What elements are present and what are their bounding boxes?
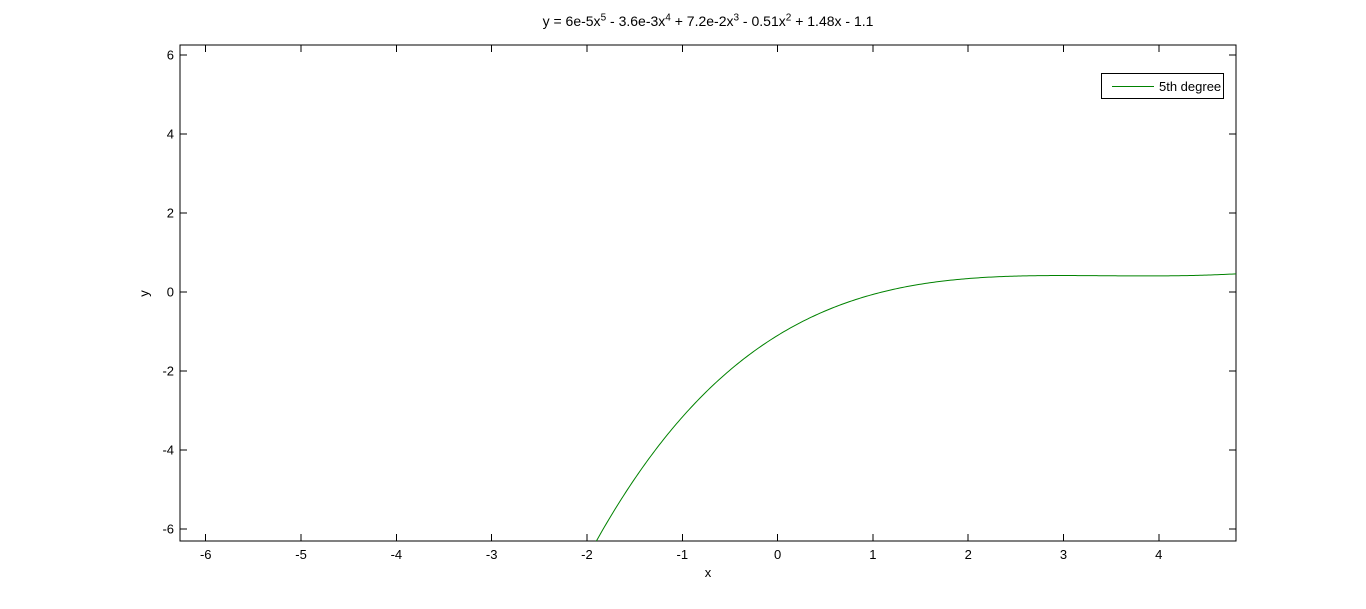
x-tick-label: 0 bbox=[774, 547, 781, 562]
legend-line-sample bbox=[1112, 85, 1154, 87]
axis-ticks bbox=[180, 45, 1236, 541]
x-axis-label: x bbox=[704, 565, 712, 580]
y-tick-label: 6 bbox=[167, 47, 174, 62]
legend: 5th degree bbox=[1101, 73, 1224, 99]
x-tick-label: 4 bbox=[1155, 547, 1162, 562]
axes-box bbox=[179, 44, 1237, 542]
legend-entry-label: 5th degree bbox=[1159, 78, 1222, 94]
x-tick-label: -1 bbox=[676, 547, 688, 562]
chart-title: y = 6e-5x5 - 3.6e-3x4 + 7.2e-2x3 - 0.51x… bbox=[542, 12, 874, 29]
y-tick-label: 4 bbox=[167, 126, 174, 141]
x-tick-label: -3 bbox=[486, 547, 498, 562]
x-tick-label: -6 bbox=[200, 547, 212, 562]
y-axis-label: y bbox=[136, 290, 152, 297]
x-tick-label: -2 bbox=[581, 547, 593, 562]
x-tick-label: -5 bbox=[295, 547, 307, 562]
x-tick-label: -4 bbox=[391, 547, 403, 562]
y-tick-label: -6 bbox=[162, 522, 174, 537]
title-exponent: 5 bbox=[600, 12, 607, 24]
x-tick-label: 1 bbox=[869, 547, 876, 562]
y-tick-label: -2 bbox=[162, 364, 174, 379]
x-tick-label: 2 bbox=[965, 547, 972, 562]
axis-tick-labels: -6 -5 -4 -3 -2 -1 0 1 2 3 4 -6 -4 -2 0 2 4 6 bbox=[162, 47, 1162, 562]
curve-5th-degree bbox=[595, 273, 1236, 541]
y-tick-label: -4 bbox=[162, 443, 174, 458]
title-exponent: 4 bbox=[665, 12, 671, 24]
x-tick-label: 3 bbox=[1060, 547, 1067, 562]
title-exponent: 2 bbox=[785, 12, 792, 24]
y-tick-label: 2 bbox=[167, 205, 174, 220]
title-exponent: 3 bbox=[733, 12, 740, 24]
y-tick-label: 0 bbox=[167, 285, 174, 300]
